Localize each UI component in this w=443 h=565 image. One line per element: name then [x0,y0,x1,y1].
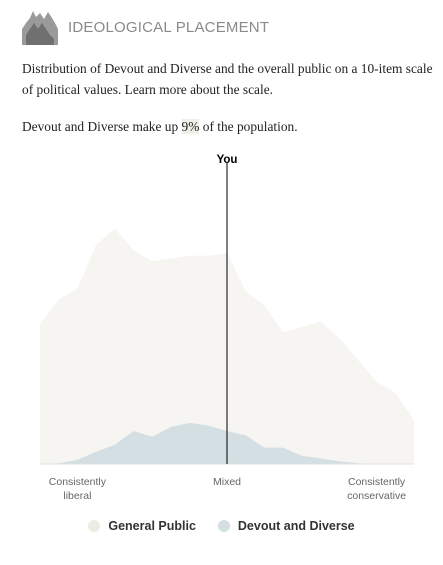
legend-swatch-devout-and-diverse [217,520,230,532]
x-axis-ticks: Consistently liberal Mixed Consistently cons… [49,476,406,502]
legend-label-general-public: General Public [108,519,196,533]
description-text: Distribution of Devout and Diverse and t… [22,61,433,97]
legend-label-devout-and-diverse: Devout and Diverse [237,519,355,533]
population-prefix: Devout and Diverse make up [22,119,179,134]
population-suffix: of the population. [202,119,298,134]
legend-swatch-general-public [88,520,101,532]
legend-item-general-public[interactable]: General Public [88,519,196,533]
mountain-icon [22,9,58,45]
x-tick-label-2: Consistently conservative [347,476,406,502]
x-tick-label-1: Mixed [213,476,241,488]
you-marker-label: You [217,154,238,166]
population-percent: 9% [181,119,200,134]
section-header: IDEOLOGICAL PLACEMENT [22,9,269,45]
population-share: Devout and Diverse make up 9% of the pop… [22,116,298,137]
scale-info-link[interactable]: Learn more about the scale. [124,82,273,97]
chart-legend: General Public Devout and Diverse [0,519,443,533]
legend-item-devout-and-diverse[interactable]: Devout and Diverse [217,519,355,533]
chart-description: Distribution of Devout and Diverse and t… [22,58,434,100]
x-tick-label-0: Consistently liberal [49,476,107,502]
section-title: IDEOLOGICAL PLACEMENT [68,18,270,36]
